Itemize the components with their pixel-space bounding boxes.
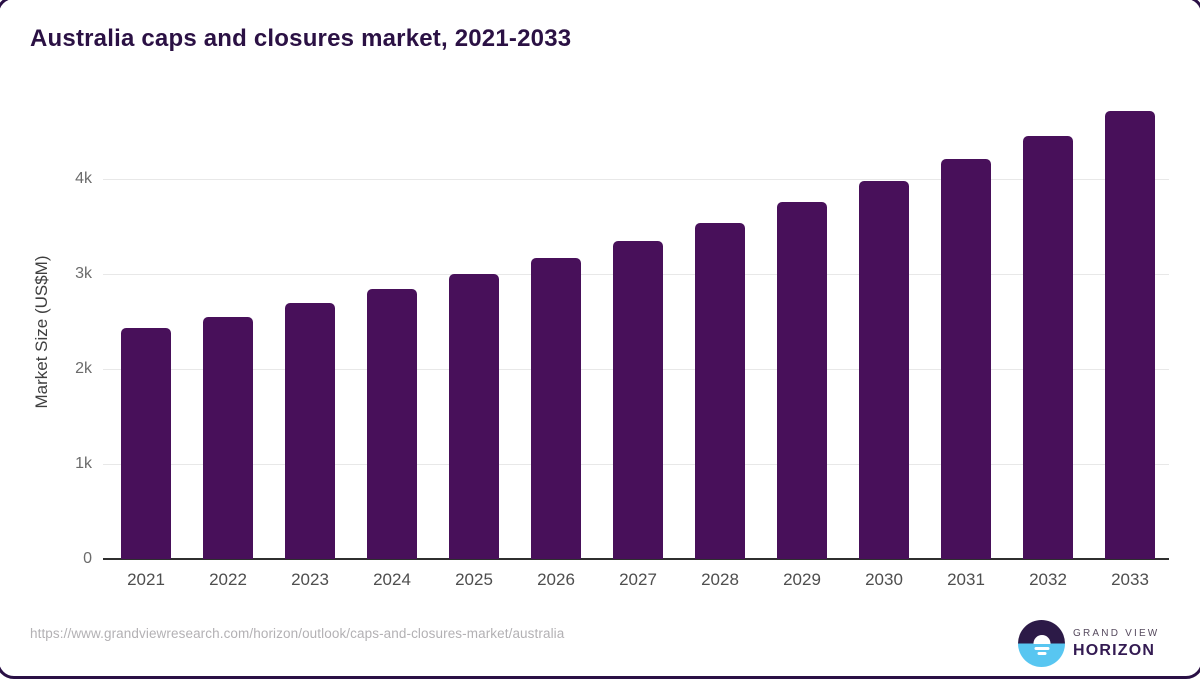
- bar-2029[interactable]: [777, 202, 827, 559]
- bars-container: [121, 111, 1155, 559]
- bar-2027[interactable]: [613, 241, 663, 559]
- sun-icon: [1033, 634, 1050, 644]
- x-axis-label: 2032: [1029, 570, 1067, 589]
- logo-brand-name: GRAND VIEW: [1073, 627, 1160, 639]
- x-axis-label: 2021: [127, 570, 165, 589]
- x-axis-label: 2022: [209, 570, 247, 589]
- bar-2031[interactable]: [941, 159, 991, 559]
- logo-product-name: HORIZON: [1073, 641, 1156, 659]
- x-axis-label: 2031: [947, 570, 985, 589]
- y-axis-tick-label: 2k: [75, 360, 92, 377]
- x-axis-label: 2033: [1111, 570, 1149, 589]
- y-axis-title: Market Size (US$M): [32, 255, 51, 409]
- logo-text: GRAND VIEW HORIZON: [1073, 628, 1159, 660]
- x-axis-label: 2027: [619, 570, 657, 589]
- x-axis-label: 2024: [373, 570, 411, 589]
- y-axis-tick-label: 3k: [75, 265, 92, 282]
- x-axis-labels: 2021 2022 2023 2024 2025 2026 2027 2028 2029 2030…: [121, 570, 1155, 590]
- bar-2032[interactable]: [1023, 136, 1073, 559]
- y-axis-tick-label: 4k: [75, 170, 92, 187]
- sun-reflection-line: [1037, 652, 1046, 655]
- sun-reflection-line: [1034, 647, 1049, 650]
- grand-view-horizon-logo: GRAND VIEW HORIZON: [1018, 620, 1159, 667]
- bar-2022[interactable]: [203, 317, 253, 559]
- bar-2024[interactable]: [367, 289, 417, 559]
- y-axis-tick-label: 1k: [75, 455, 92, 472]
- bar-2030[interactable]: [859, 181, 909, 559]
- x-axis-line: [103, 558, 1169, 560]
- y-axis-tick-label: 0: [83, 550, 92, 567]
- gridline: [103, 179, 1169, 180]
- chart-title: Australia caps and closures market, 2021…: [30, 25, 572, 52]
- bar-2028[interactable]: [695, 223, 745, 559]
- bar-2021[interactable]: [121, 328, 171, 559]
- x-axis-label: 2025: [455, 570, 493, 589]
- sunrise-horizon-icon: [1018, 620, 1065, 667]
- x-axis-label: 2026: [537, 570, 575, 589]
- bar-2033[interactable]: [1105, 111, 1155, 559]
- bar-2026[interactable]: [531, 258, 581, 559]
- source-url: https://www.grandviewresearch.com/horizo…: [30, 626, 565, 641]
- x-axis-label: 2028: [701, 570, 739, 589]
- bar-2023[interactable]: [285, 303, 335, 559]
- x-axis-label: 2023: [291, 570, 329, 589]
- bar-2025[interactable]: [449, 274, 499, 559]
- x-axis-label: 2029: [783, 570, 821, 589]
- x-axis-label: 2030: [865, 570, 903, 589]
